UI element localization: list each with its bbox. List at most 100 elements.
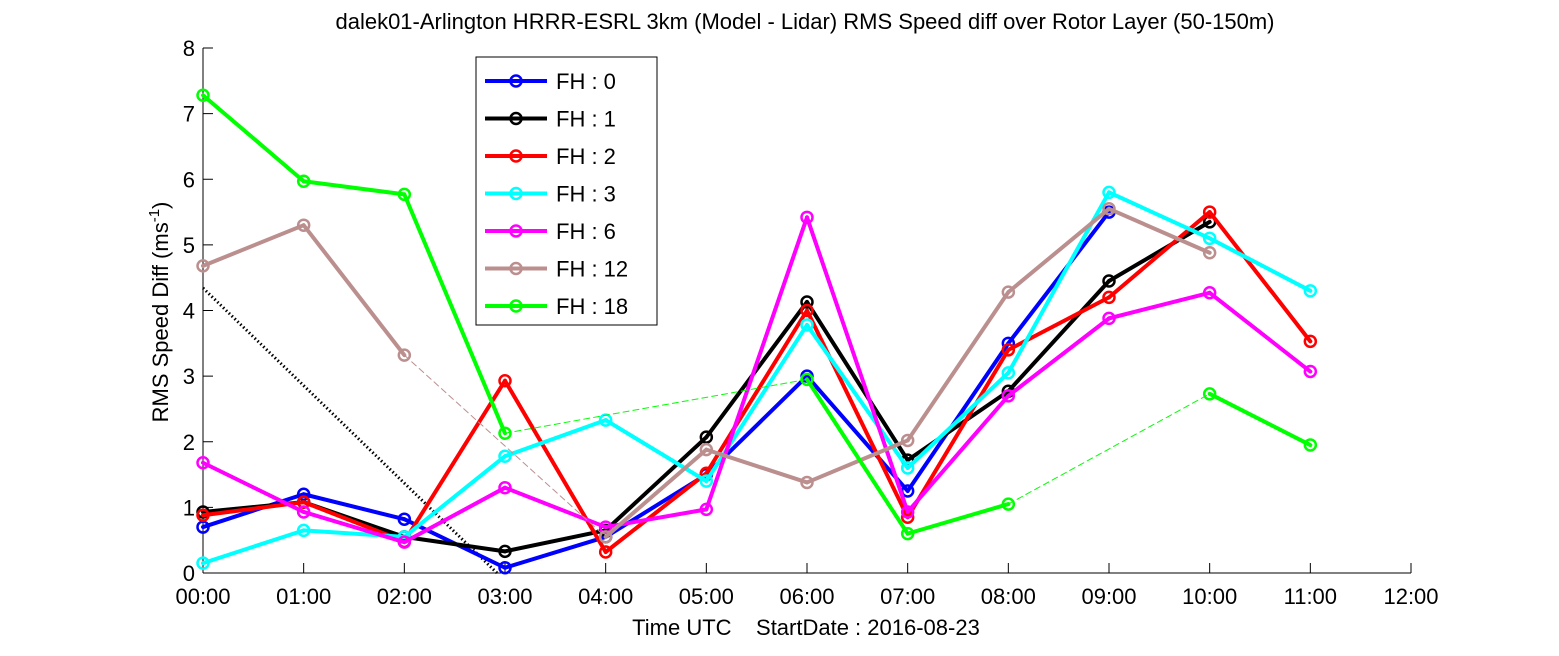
data-point: [1001, 389, 1016, 403]
data-point: [1202, 286, 1217, 300]
series-line-segment: [1207, 290, 1313, 374]
series-line-segment: [603, 418, 709, 484]
data-point: [598, 545, 613, 559]
data-point: [900, 461, 915, 475]
data-point: [1102, 290, 1116, 305]
legend-label: FH : 0: [556, 69, 616, 94]
y-tick-label: 0: [183, 561, 195, 586]
data-point: [1001, 285, 1016, 299]
data-point: [196, 556, 210, 570]
legend-marker: [509, 111, 523, 126]
y-tick-label: 2: [183, 430, 195, 455]
series-line-segment: [201, 223, 306, 268]
data-point: [1303, 364, 1318, 379]
series-line-segment: [905, 502, 1011, 536]
data-point: [397, 512, 412, 526]
series-gap-connector: [1007, 393, 1211, 505]
data-point: [1001, 366, 1016, 380]
series-line-segment: [402, 534, 507, 554]
data-point: [498, 373, 512, 388]
data-point: [800, 318, 814, 332]
series-line-segment: [503, 534, 608, 570]
y-tick-label: 1: [183, 495, 195, 520]
data-point: [498, 449, 512, 463]
series-line-segment: [1107, 210, 1212, 300]
series-line-segment: [201, 93, 306, 184]
x-tick-label: 03:00: [477, 584, 532, 609]
legend-marker: [509, 74, 523, 88]
chart-title: dalek01-Arlington HRRR-ESRL 3km (Model -…: [335, 9, 1274, 34]
data-point: [196, 456, 210, 470]
data-point: [800, 210, 814, 225]
series-line-segment: [905, 393, 1011, 514]
series-line-segment: [1207, 210, 1313, 344]
y-tick-label: 5: [183, 233, 195, 258]
data-point: [296, 174, 311, 188]
x-tick-label: 02:00: [377, 584, 432, 609]
data-point: [1102, 185, 1116, 200]
x-tick-label: 00:00: [175, 584, 230, 609]
series-line-segment: [402, 485, 507, 545]
data-point: [196, 508, 210, 522]
series-line-segment: [402, 454, 507, 539]
series-line-segment: [603, 435, 709, 533]
data-point: [800, 475, 814, 490]
x-tick-label: 07:00: [880, 584, 935, 609]
data-point: [498, 480, 512, 495]
legend-label: FH : 3: [556, 182, 616, 207]
legend: FH : 0 FH : 1 FH : 2 FH : 3 FH : 6 FH : 12 FH …: [475, 56, 658, 326]
series-gap-connector: [504, 378, 808, 434]
legend-marker: [509, 299, 523, 313]
series-line-segment: [603, 447, 709, 539]
series-line-segment: [805, 377, 910, 536]
data-point: [598, 413, 613, 427]
series-line-segment: [301, 179, 407, 197]
data-point: [1202, 387, 1217, 401]
data-point: [397, 348, 412, 362]
series-line-segment: [201, 528, 306, 566]
data-point: [699, 474, 714, 488]
series-line-segment: [704, 322, 809, 484]
series-line-segment: [301, 509, 407, 545]
data-point: [1303, 284, 1318, 298]
series-line-segment: [805, 374, 910, 493]
data-point: [1202, 231, 1217, 246]
series-line-segment: [1107, 206, 1212, 255]
series-line-segment: [1006, 278, 1111, 394]
series-line-segment: [805, 299, 910, 463]
y-tick-group: 0 1 2 3 4 5 6 7 8: [183, 36, 213, 586]
series-line-segment: [805, 308, 910, 520]
series-line-segment: [704, 308, 809, 476]
trend-line-black-dotted: [201, 286, 499, 575]
series-line-segment: [503, 418, 608, 459]
series-line-segment: [805, 322, 910, 470]
data-point: [699, 442, 714, 457]
series-line-segment: [1006, 210, 1111, 346]
series-line-segment: [905, 370, 1011, 470]
y-tick-label: 6: [183, 167, 195, 192]
series-5: [196, 202, 1217, 544]
data-point: [900, 505, 915, 519]
data-point: [598, 530, 613, 544]
legend-label: FH : 12: [556, 257, 628, 282]
data-point: [397, 535, 412, 549]
data-point: [1202, 205, 1217, 219]
series-line-segment: [301, 223, 407, 358]
x-tick-group: 00:00 01:00 02:00 03:00 04:00 05:00 06:00 07:00…: [175, 563, 1439, 609]
x-tick-label: 10:00: [1182, 584, 1237, 609]
series-line-segment: [704, 447, 809, 485]
trend-lines: [201, 286, 499, 575]
y-tick-label: 7: [183, 102, 195, 127]
data-point: [498, 544, 512, 559]
series-line-segment: [905, 389, 1011, 463]
y-tick-label: 3: [183, 364, 195, 389]
series-line-segment: [503, 528, 608, 554]
legend-label: FH : 1: [556, 107, 616, 132]
series-line-segment: [1207, 236, 1313, 293]
legend-label: FH : 6: [556, 219, 616, 244]
data-point: [296, 218, 311, 232]
series-line-segment: [603, 471, 709, 554]
legend-label: FH : 2: [556, 144, 616, 169]
series-line-segment: [905, 290, 1011, 443]
